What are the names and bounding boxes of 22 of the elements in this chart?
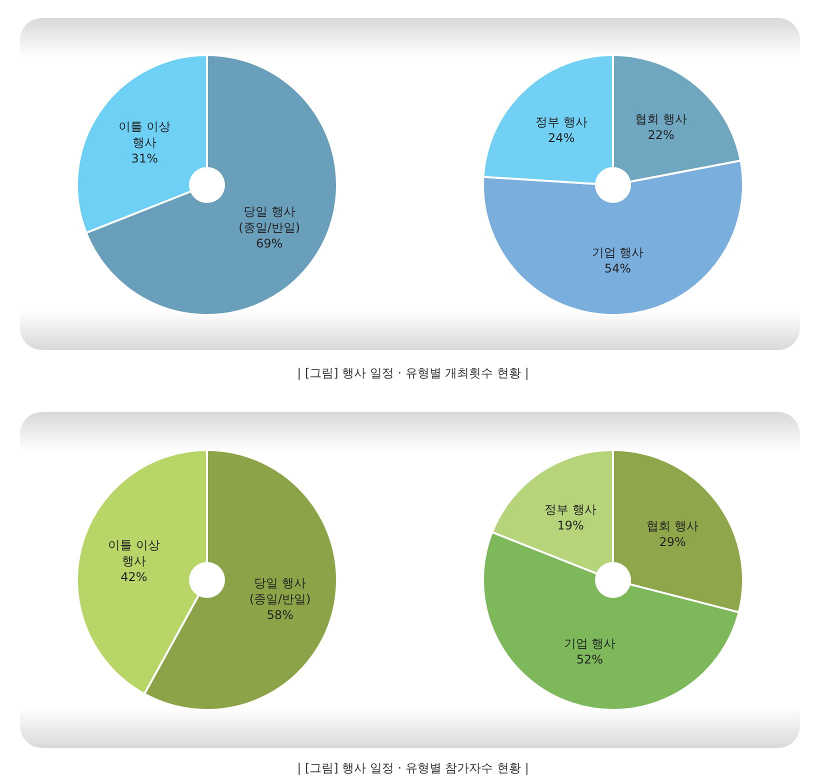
text: | [그림] 행사 일정 · 유형별 개최횟수 현황 | [297, 366, 529, 380]
slice-label: 기업 행사 [564, 636, 616, 651]
text: | [그림] 행사 일정 · 유형별 참가자수 현황 | [297, 761, 529, 775]
data-label: 29% [659, 534, 686, 549]
data-label: 42% [120, 570, 148, 584]
slice-label: 당일 행사 (종일/반일) [238, 204, 300, 234]
slice-label: 기업 행사 [592, 245, 644, 260]
data-label: 52% [576, 652, 604, 667]
data-label: 69% [256, 236, 283, 250]
slice-label: 협회 행사 [646, 518, 698, 533]
data-label: 54% [604, 261, 632, 276]
data-label: 58% [266, 608, 294, 622]
slice-label: 이틀 이상 행사 [118, 120, 171, 150]
slice-label: 이틀 이상 행사 [108, 538, 160, 568]
slice-label: 정부 행사 [535, 115, 588, 130]
slice-label: 협회 행사 [635, 112, 687, 126]
data-label: 31% [131, 152, 158, 166]
data-label: 19% [557, 518, 584, 533]
slice-label: 정부 행사 [544, 502, 597, 517]
data-label: 24% [548, 131, 575, 146]
slice-label: 당일 행사 (종일/반일) [249, 576, 311, 606]
data-label: 22% [648, 128, 674, 142]
